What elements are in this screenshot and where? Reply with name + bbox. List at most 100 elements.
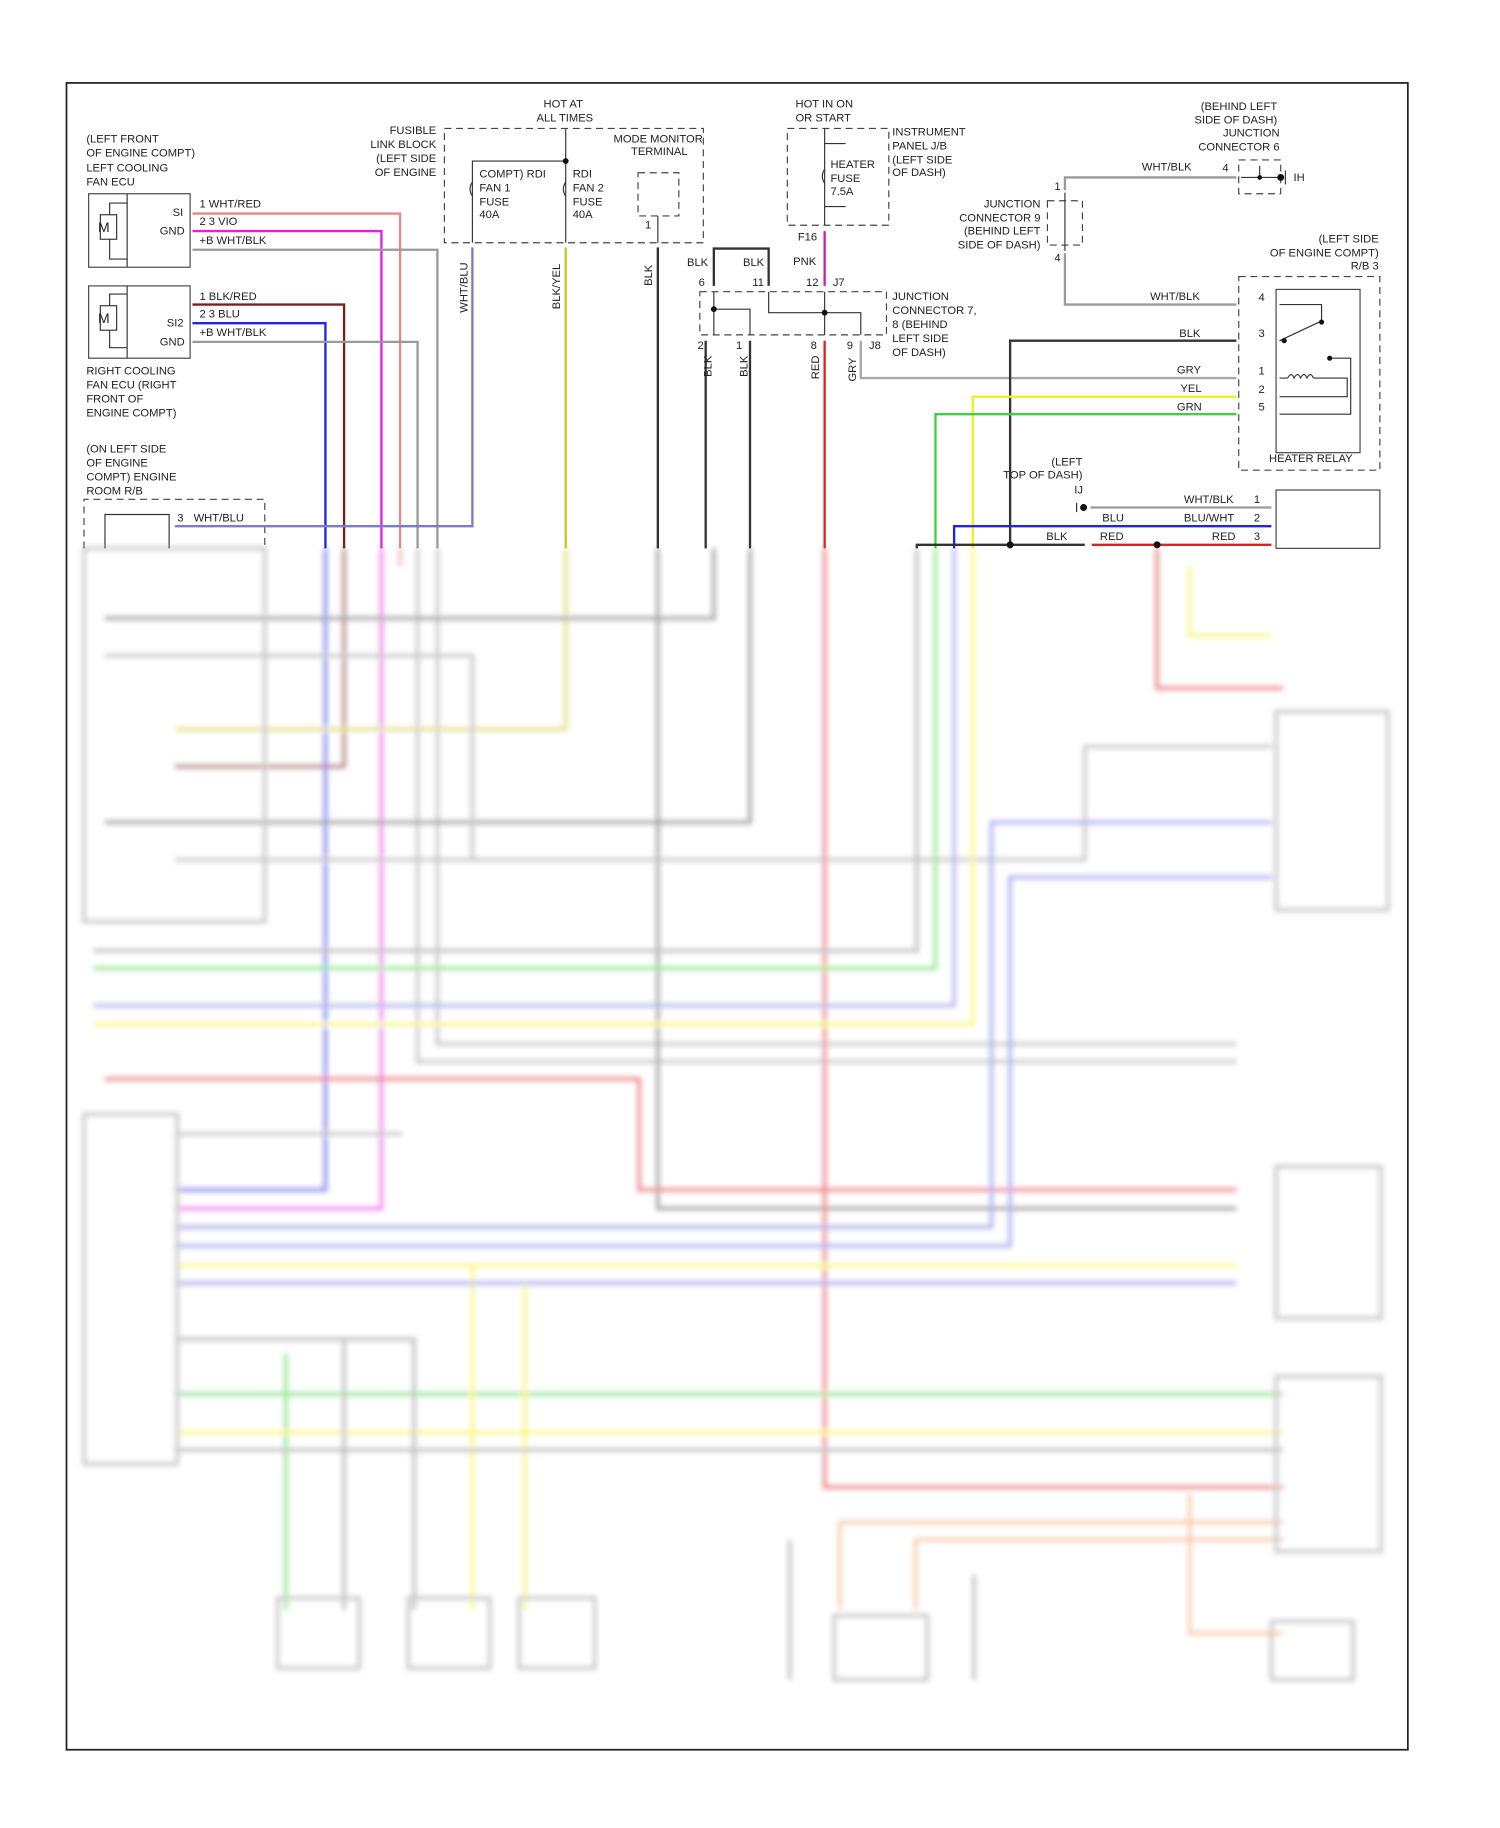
component-label: JUNCTION xyxy=(984,199,1041,211)
fuse-label: FAN 2 xyxy=(573,182,604,194)
wire-label: YEL xyxy=(1180,383,1201,395)
wire-blk-relay xyxy=(1008,339,1237,549)
wire-label: BLU/WHT xyxy=(1184,513,1235,525)
location-label: (ON LEFT SIDE xyxy=(86,444,166,456)
blurred-lower-diagram xyxy=(82,546,1390,1682)
component-label: TERMINAL xyxy=(631,146,688,158)
fuse-label: FUSE xyxy=(830,173,860,185)
wire-wht-blk-jc6 xyxy=(1063,176,1237,191)
wire-label: GRN xyxy=(1177,402,1202,414)
power-label: HOT AT xyxy=(544,98,584,110)
pin-number: 8 xyxy=(811,340,817,352)
wire-label: GRY xyxy=(847,357,859,382)
diagram-frame xyxy=(65,82,1409,1751)
pin-number: 1 xyxy=(645,220,651,232)
junction-connector-7-8: BLK BLK 6 11 12 J7 2 1 8 9 J8 BLK BLK RE… xyxy=(687,257,977,381)
heater-relay: (LEFT SIDE OF ENGINE COMPT) R/B 3 WHT/BL… xyxy=(1150,234,1381,471)
fuse-label: FAN 1 xyxy=(479,182,510,194)
location-label: (BEHIND LEFT xyxy=(964,226,1041,238)
wire-label: RED xyxy=(1212,531,1236,543)
location-label: OF ENGINE COMPT) xyxy=(86,147,195,159)
component-label: PANEL J/B xyxy=(892,140,947,152)
wire-blu-wht xyxy=(952,525,1272,549)
location-label: (LEFT FRONT xyxy=(86,133,159,145)
component-label: CONNECTOR 6 xyxy=(1198,142,1279,154)
pin-number: 1 xyxy=(1254,494,1260,506)
pin-number: 1 xyxy=(1259,366,1265,378)
component-label: FAN ECU (RIGHT xyxy=(86,380,176,392)
power-label: ALL TIMES xyxy=(537,112,594,124)
location-label: LEFT SIDE xyxy=(892,333,948,345)
wire-wht-blu xyxy=(174,247,474,528)
location-label: FRONT OF xyxy=(86,394,143,406)
pin-wire-label: 1 BLK/RED xyxy=(199,291,256,303)
fuse-label: 40A xyxy=(573,209,593,221)
component-label: FUSIBLE xyxy=(390,125,437,137)
fuse-label: FUSE xyxy=(573,196,603,208)
component-label: CONNECTOR 7, xyxy=(892,305,976,317)
location-label: (BEHIND LEFT xyxy=(1201,101,1278,113)
mode-monitor-terminal: MODE MONITOR TERMINAL 1 BLK xyxy=(614,133,703,285)
ground-label: IJ xyxy=(1074,485,1083,497)
wires-upper xyxy=(174,176,1272,549)
component-label: CONNECTOR 9 xyxy=(959,213,1040,225)
wire-label: BLK xyxy=(703,355,715,377)
wire-wht-blk-2 xyxy=(192,340,419,549)
wire-label: BLK xyxy=(687,257,709,269)
wire-label: WHT/BLU xyxy=(194,513,244,525)
fuse-label: HEATER xyxy=(830,159,875,171)
wire-blu xyxy=(192,322,327,549)
location-label: (LEFT xyxy=(1051,457,1082,469)
wire-label: RED xyxy=(810,356,822,380)
location-label: (LEFT SIDE xyxy=(376,153,436,165)
location-label: OF ENGINE xyxy=(86,458,148,470)
component-label: LINK BLOCK xyxy=(370,139,436,151)
power-label: HOT IN ON xyxy=(795,98,853,110)
component-label: HEATER RELAY xyxy=(1269,453,1353,465)
wire-label: BLU xyxy=(1102,513,1124,525)
pin-number: 2 xyxy=(1254,513,1260,525)
wire-vio xyxy=(192,229,383,549)
wire-label: WHT/BLK xyxy=(1142,161,1192,173)
component-label: ROOM R/B xyxy=(86,486,143,498)
fuse-label: RDI xyxy=(573,168,592,180)
wire-label: BLK xyxy=(739,355,751,377)
pin-label: SI xyxy=(173,207,184,219)
component-label: RIGHT COOLING xyxy=(86,366,175,378)
connector-label: J8 xyxy=(869,340,881,352)
relay-coil-icon xyxy=(1287,373,1314,380)
connector-label: J7 xyxy=(833,277,845,289)
pin-number: 11 xyxy=(752,277,764,289)
location-label: OF DASH) xyxy=(892,167,946,179)
wire-label: PNK xyxy=(793,256,817,268)
right-cooling-fan-ecu: M SI2 GND 1 BLK/RED 2 3 BLU +B WHT/BLK R… xyxy=(86,285,267,420)
left-cooling-fan-ecu: (LEFT FRONT OF ENGINE COMPT) LEFT COOLIN… xyxy=(86,133,267,268)
pin-number: 5 xyxy=(1259,402,1265,414)
component-label: JUNCTION xyxy=(1223,128,1280,140)
pin-number: 3 xyxy=(177,513,183,525)
wire-label: WHT/BLK xyxy=(1150,291,1200,303)
wire-label: BLK xyxy=(643,264,655,286)
component-label: LEFT COOLING xyxy=(86,163,168,175)
pin-number: 1 xyxy=(736,340,742,352)
location-label: (LEFT SIDE xyxy=(892,154,952,166)
component-label: R/B 3 xyxy=(1351,261,1379,273)
location-label: ENGINE COMPT) xyxy=(86,408,176,420)
junction-connector-9: JUNCTION CONNECTOR 9 (BEHIND LEFT SIDE O… xyxy=(958,181,1084,264)
motor-label: M xyxy=(98,219,110,235)
wire-yel xyxy=(971,395,1237,549)
location-label: COMPT) ENGINE xyxy=(86,472,176,484)
motor-icon xyxy=(99,305,118,331)
motor-label: M xyxy=(98,310,110,326)
pin-number: 9 xyxy=(847,340,853,352)
wire-label: WHT/BLK xyxy=(1184,494,1234,506)
pin-wire-label: 2 3 VIO xyxy=(199,216,237,228)
wire-wht-red xyxy=(192,212,402,549)
fusible-link-block: HOT AT ALL TIMES FUSIBLE LINK BLOCK (LEF… xyxy=(370,98,704,313)
power-label: OR START xyxy=(795,112,851,124)
wire-label: BLK xyxy=(743,257,765,269)
fuse-label: COMPT) RDI xyxy=(479,168,545,180)
connector-label: F16 xyxy=(798,231,817,243)
location-label: SIDE OF DASH) xyxy=(958,240,1041,252)
location-label: OF ENGINE xyxy=(375,167,437,179)
